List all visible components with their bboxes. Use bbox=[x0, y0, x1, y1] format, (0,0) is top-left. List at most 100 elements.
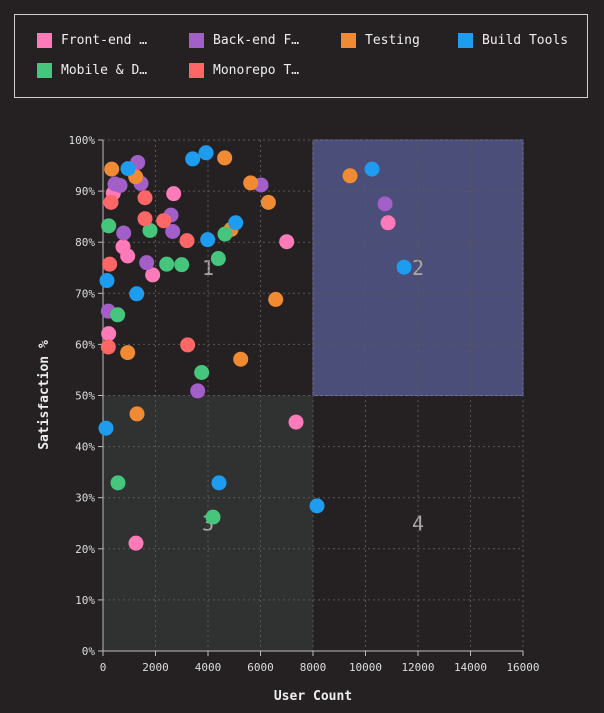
data-point bbox=[223, 221, 239, 237]
data-point bbox=[110, 475, 126, 491]
x-tick-label: 0 bbox=[100, 661, 107, 674]
data-point bbox=[185, 151, 201, 167]
legend-swatch bbox=[458, 33, 473, 48]
x-tick-label: 14000 bbox=[454, 661, 487, 674]
data-point bbox=[179, 233, 195, 249]
data-point bbox=[120, 248, 136, 264]
data-point bbox=[377, 196, 393, 212]
legend-item-front-end[interactable]: Front-end … bbox=[37, 33, 147, 48]
data-point bbox=[130, 154, 146, 170]
data-point bbox=[200, 232, 216, 248]
data-point bbox=[396, 259, 412, 275]
data-point bbox=[180, 337, 196, 353]
x-tick-label: 16000 bbox=[506, 661, 539, 674]
legend-item-monorepo[interactable]: Monorepo T… bbox=[189, 63, 299, 78]
data-point bbox=[364, 161, 380, 177]
x-axis-label: User Count bbox=[274, 689, 352, 704]
y-tick-label: 60% bbox=[75, 338, 95, 351]
legend-label: Testing bbox=[365, 33, 420, 48]
x-tick-label: 4000 bbox=[195, 661, 222, 674]
data-point bbox=[233, 351, 249, 367]
quadrant-label: 1 bbox=[202, 256, 214, 280]
data-point bbox=[205, 509, 221, 525]
data-point bbox=[133, 175, 149, 191]
data-point bbox=[268, 291, 284, 307]
quadrant-3 bbox=[103, 395, 313, 651]
legend-item-build-tools[interactable]: Build Tools bbox=[458, 33, 568, 48]
data-point bbox=[128, 535, 144, 551]
data-point bbox=[100, 303, 116, 319]
y-tick-label: 10% bbox=[75, 594, 95, 607]
legend-label: Mobile & D… bbox=[61, 63, 148, 78]
data-point bbox=[342, 168, 358, 184]
x-tick-label: 6000 bbox=[247, 661, 274, 674]
y-tick-label: 40% bbox=[75, 441, 95, 454]
data-point bbox=[107, 176, 123, 192]
y-axis-label: Satisfaction % bbox=[37, 340, 52, 450]
data-point bbox=[165, 223, 181, 239]
data-point bbox=[190, 383, 206, 399]
legend-swatch bbox=[341, 33, 356, 48]
y-tick-label: 20% bbox=[75, 543, 95, 556]
data-point bbox=[137, 190, 153, 206]
data-point bbox=[99, 273, 115, 289]
data-point bbox=[128, 169, 144, 185]
legend-item-testing[interactable]: Testing bbox=[341, 33, 420, 48]
data-point bbox=[174, 257, 190, 273]
data-point bbox=[166, 186, 182, 202]
data-point bbox=[98, 420, 114, 436]
data-point bbox=[139, 255, 155, 271]
data-point bbox=[129, 286, 145, 302]
data-point bbox=[115, 239, 131, 255]
y-tick-label: 90% bbox=[75, 185, 95, 198]
legend-item-back-end[interactable]: Back-end F… bbox=[189, 33, 299, 48]
data-point bbox=[102, 256, 118, 272]
legend-label: Front-end … bbox=[61, 33, 148, 48]
data-point bbox=[210, 251, 226, 267]
data-point bbox=[112, 177, 128, 193]
y-tick-label: 0% bbox=[82, 645, 96, 658]
data-point bbox=[163, 207, 179, 223]
data-point bbox=[142, 222, 158, 238]
data-point bbox=[211, 475, 227, 491]
data-point bbox=[194, 365, 210, 381]
y-tick-label: 50% bbox=[75, 390, 95, 403]
data-point bbox=[101, 218, 117, 234]
x-tick-label: 10000 bbox=[349, 661, 382, 674]
data-point bbox=[110, 307, 126, 323]
quadrant-2 bbox=[312, 139, 524, 396]
data-point bbox=[100, 339, 116, 355]
legend: Front-end … Back-end F… Testing Build To… bbox=[14, 14, 588, 98]
data-point bbox=[243, 175, 259, 191]
data-point bbox=[228, 215, 244, 231]
data-point bbox=[253, 177, 269, 193]
y-tick-label: 70% bbox=[75, 287, 95, 300]
quadrant-label: 2 bbox=[412, 256, 424, 280]
data-point bbox=[120, 345, 136, 361]
data-point bbox=[380, 215, 396, 231]
data-point bbox=[103, 194, 119, 210]
data-point bbox=[288, 414, 304, 430]
x-tick-label: 2000 bbox=[142, 661, 169, 674]
data-point bbox=[198, 145, 214, 161]
y-tick-label: 100% bbox=[69, 134, 96, 147]
quadrant-label: 4 bbox=[412, 511, 424, 535]
data-point bbox=[279, 234, 295, 250]
data-point bbox=[105, 185, 121, 201]
data-point bbox=[104, 161, 120, 177]
legend-swatch bbox=[37, 63, 52, 78]
data-point bbox=[156, 213, 172, 229]
y-tick-label: 30% bbox=[75, 492, 95, 505]
data-point bbox=[159, 256, 175, 272]
legend-swatch bbox=[189, 63, 204, 78]
x-tick-label: 8000 bbox=[300, 661, 327, 674]
data-point bbox=[309, 498, 325, 514]
legend-item-mobile[interactable]: Mobile & D… bbox=[37, 63, 147, 78]
data-point bbox=[217, 226, 233, 242]
legend-label: Back-end F… bbox=[213, 33, 300, 48]
legend-swatch bbox=[189, 33, 204, 48]
quadrant-label: 3 bbox=[202, 511, 214, 535]
legend-swatch bbox=[37, 33, 52, 48]
data-point bbox=[120, 161, 136, 177]
